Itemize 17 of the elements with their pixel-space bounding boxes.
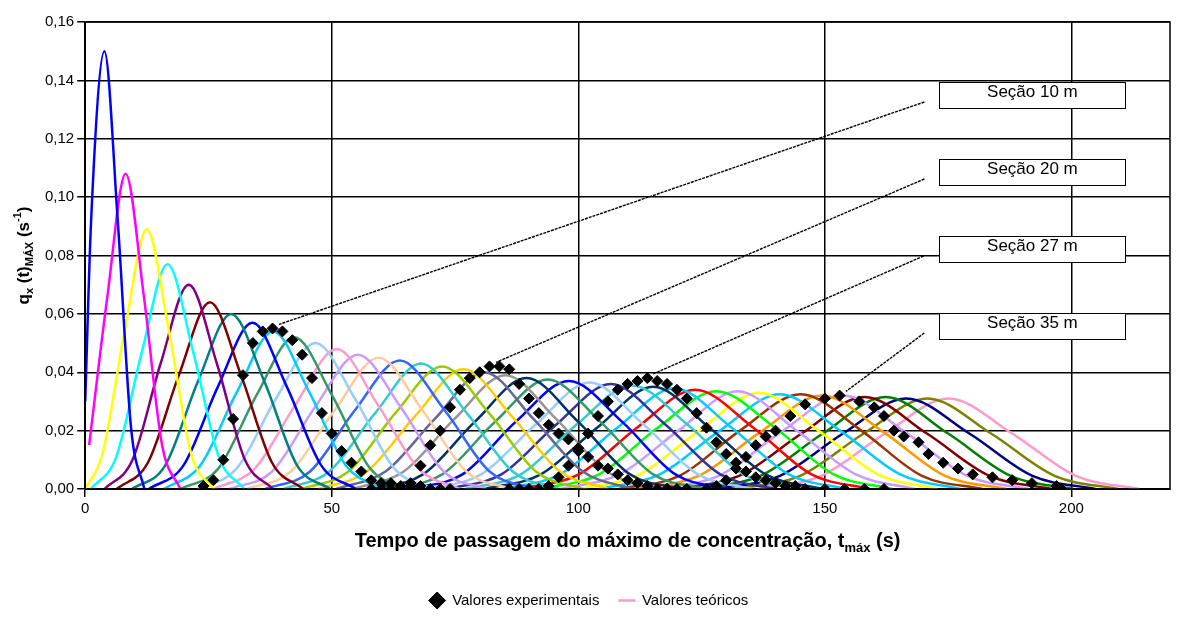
y-tick-label: 0,16 xyxy=(44,12,75,30)
x-tick-label: 50 xyxy=(323,499,341,517)
y-tick-label: 0,04 xyxy=(44,362,75,380)
y-tick-label: 0,00 xyxy=(44,479,75,497)
y-tick-label: 0,08 xyxy=(44,245,75,263)
y-tick-label: 0,14 xyxy=(44,70,75,88)
legend-label: Valores teóricos xyxy=(641,590,749,608)
x-tick-label: 200 xyxy=(1058,499,1084,517)
y-tick-label: 0,12 xyxy=(44,128,75,146)
y-tick-label: 0,10 xyxy=(44,187,75,205)
y-tick-label: 0,06 xyxy=(44,304,75,322)
legend-label: Valores experimentais xyxy=(452,590,600,608)
y-tick-label: 0,02 xyxy=(44,420,75,438)
y-axis-title: qx (t)MÁX (s-1) xyxy=(11,206,35,305)
x-tick-label: 100 xyxy=(565,499,591,517)
x-tick-label: 150 xyxy=(812,499,838,517)
x-tick-label: 0 xyxy=(81,499,90,517)
